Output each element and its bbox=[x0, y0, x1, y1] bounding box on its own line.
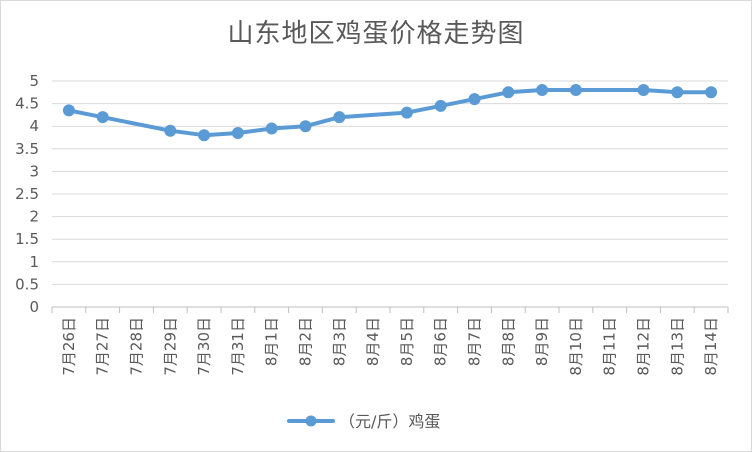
data-point bbox=[468, 93, 481, 106]
x-tick-label: 7月29日 bbox=[161, 317, 179, 376]
x-tick-label: 8月9日 bbox=[533, 317, 551, 366]
x-tick-label: 8月13日 bbox=[668, 317, 686, 376]
data-point bbox=[569, 84, 582, 97]
x-tick-label: 7月31日 bbox=[229, 317, 247, 376]
x-tick-label: 8月8日 bbox=[499, 317, 517, 366]
data-point bbox=[231, 126, 244, 139]
x-tick-label: 8月4日 bbox=[364, 317, 382, 366]
data-point bbox=[434, 99, 447, 112]
x-tick-label: 8月5日 bbox=[398, 317, 416, 366]
x-tick-label: 8月1日 bbox=[263, 317, 281, 366]
y-tick-label: 1.5 bbox=[15, 230, 39, 248]
y-tick-label: 4 bbox=[29, 117, 39, 135]
x-tick-label: 7月30日 bbox=[195, 317, 213, 376]
y-tick-label: 2.5 bbox=[15, 185, 39, 203]
data-point bbox=[299, 120, 312, 133]
data-point bbox=[705, 86, 718, 99]
x-tick-label: 8月12日 bbox=[635, 317, 653, 376]
data-point bbox=[164, 124, 177, 137]
x-tick-label: 8月2日 bbox=[297, 317, 315, 366]
data-point bbox=[62, 104, 75, 117]
x-tick-label: 8月10日 bbox=[567, 317, 585, 376]
data-point bbox=[265, 122, 278, 135]
x-tick-label: 8月14日 bbox=[702, 317, 720, 376]
x-tick-label: 8月6日 bbox=[432, 317, 450, 366]
y-tick-label: 3 bbox=[29, 162, 39, 180]
x-tick-label: 7月27日 bbox=[94, 317, 112, 376]
y-tick-label: 1 bbox=[29, 253, 39, 271]
legend-label: （元/斤）鸡蛋 bbox=[339, 412, 440, 431]
y-tick-label: 3.5 bbox=[15, 140, 39, 158]
data-point bbox=[198, 129, 211, 142]
x-tick-label: 8月7日 bbox=[466, 317, 484, 366]
y-tick-label: 0 bbox=[29, 298, 39, 316]
data-point bbox=[671, 86, 684, 99]
data-point bbox=[536, 84, 549, 97]
legend-marker bbox=[305, 415, 317, 427]
data-point bbox=[637, 84, 650, 97]
data-point bbox=[502, 86, 515, 99]
x-tick-label: 8月11日 bbox=[601, 317, 619, 376]
x-tick-label: 7月28日 bbox=[128, 317, 146, 376]
data-point bbox=[96, 111, 109, 124]
data-point bbox=[333, 111, 346, 124]
x-tick-label: 7月26日 bbox=[60, 317, 78, 376]
y-tick-label: 5 bbox=[29, 72, 39, 90]
y-tick-label: 0.5 bbox=[15, 275, 39, 293]
x-tick-label: 8月3日 bbox=[330, 317, 348, 366]
y-tick-label: 2 bbox=[29, 208, 39, 226]
chart-title: 山东地区鸡蛋价格走势图 bbox=[227, 19, 525, 49]
data-point bbox=[400, 106, 413, 119]
y-tick-label: 4.5 bbox=[15, 95, 39, 113]
